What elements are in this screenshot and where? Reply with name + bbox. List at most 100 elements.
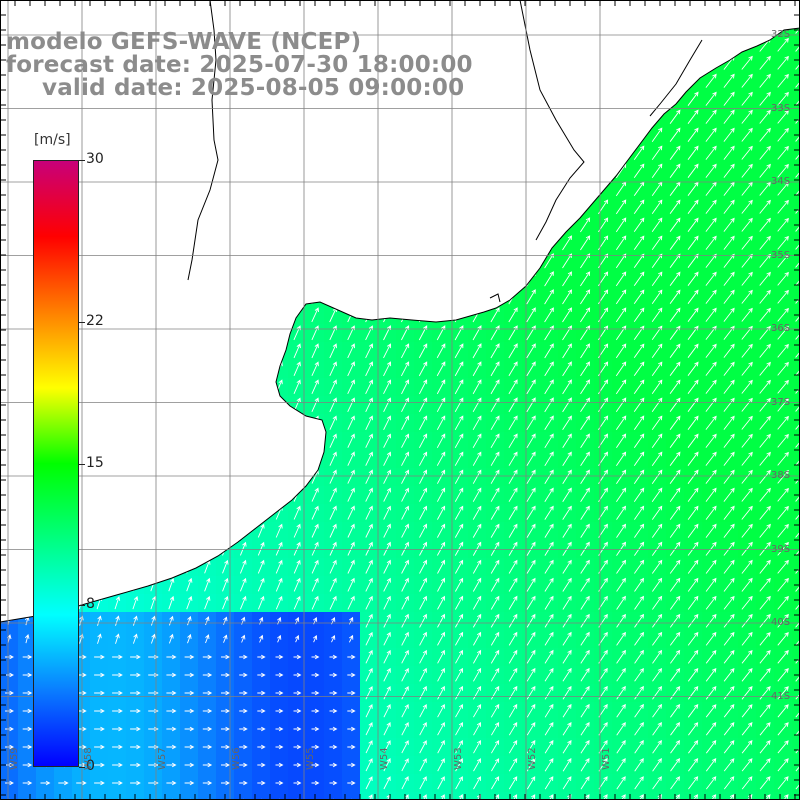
wind-vector-arrow	[687, 109, 699, 124]
latitude-label: 38S	[771, 470, 791, 481]
wind-vector-arrow	[723, 145, 735, 160]
wind-vector-arrow	[777, 235, 789, 250]
wind-speed-cell	[792, 774, 800, 792]
wind-vector-arrow	[795, 189, 800, 196]
wind-vector-arrow	[777, 199, 789, 214]
wind-speed-cell	[630, 792, 648, 800]
latitude-label: 37S	[771, 396, 791, 408]
wind-vector-arrow	[795, 225, 800, 232]
wind-speed-cell	[792, 252, 800, 270]
wind-vector-arrow	[795, 207, 800, 214]
wind-vector-arrow	[759, 145, 771, 160]
wind-speed-cell	[792, 450, 800, 468]
latitude-label: 32S	[771, 29, 791, 40]
wind-vector-arrow	[687, 235, 699, 250]
wind-speed-cell	[792, 468, 800, 486]
wind-speed-cell	[54, 792, 72, 800]
longitude-label: W51	[601, 747, 612, 770]
wind-speed-cell	[792, 558, 800, 576]
wind-vector-arrow	[687, 145, 699, 160]
longitude-label: W58	[83, 747, 94, 770]
wind-vector-arrow	[633, 163, 645, 179]
wind-vector-arrow	[705, 235, 717, 250]
wind-vector-arrow	[723, 73, 735, 88]
wind-vector-arrow	[705, 73, 717, 88]
wind-speed-cell	[792, 540, 800, 558]
wind-speed-cell	[108, 792, 126, 800]
wind-vector-arrow	[795, 153, 800, 160]
wind-speed-cell	[792, 108, 800, 126]
wind-speed-cell	[558, 792, 576, 800]
wind-vector-arrow	[705, 217, 717, 232]
wind-speed-cell	[648, 792, 666, 800]
colorbar-tick-mark	[79, 160, 85, 161]
wind-speed-cell	[792, 594, 800, 612]
wind-speed-cell	[684, 792, 702, 800]
wind-speed-cell	[0, 792, 18, 800]
wind-vector-arrow	[562, 235, 573, 251]
wind-vector-arrow	[741, 235, 753, 250]
wind-vector-arrow	[723, 217, 735, 232]
wind-vector-arrow	[723, 109, 735, 124]
colorbar-tick-label: 22	[86, 312, 104, 329]
latitude-label: 34S	[771, 176, 791, 187]
colorbar-tick-mark	[79, 463, 85, 465]
wind-vector-arrow	[615, 235, 627, 251]
wind-vector-arrow	[795, 117, 800, 124]
wind-vector-arrow	[651, 145, 663, 161]
wind-speed-cell	[792, 288, 800, 306]
wind-speed-cell	[540, 792, 558, 800]
wind-speed-cell	[792, 144, 800, 162]
latitude-label: 41S	[771, 690, 791, 702]
wind-speed-cell	[720, 792, 738, 800]
wind-vector-arrow	[777, 217, 789, 232]
wind-speed-cell	[72, 792, 90, 800]
colorbar-tick-mark	[79, 605, 85, 607]
wind-speed-cell	[432, 792, 450, 800]
wind-speed-cell	[522, 792, 540, 800]
wind-vector-arrow	[633, 217, 645, 233]
wind-vector-arrow	[633, 235, 645, 251]
wind-speed-cell	[792, 432, 800, 450]
wind-speed-cell	[342, 792, 360, 800]
wind-speed-cell	[288, 792, 306, 800]
wind-vector-arrow	[759, 181, 771, 196]
wind-vector-arrow	[741, 73, 753, 88]
wind-vector-arrow	[705, 127, 717, 142]
wind-speed-cell	[162, 792, 180, 800]
wind-vector-arrow	[741, 217, 753, 232]
wind-speed-cell	[792, 72, 800, 90]
latitude-label: 35S	[771, 249, 791, 261]
longitude-label: W57	[157, 747, 168, 770]
wind-vector-arrow	[795, 45, 800, 52]
wind-vector-arrow	[633, 145, 645, 161]
wind-vector-arrow	[723, 91, 735, 106]
wind-speed-cell	[792, 738, 800, 756]
wind-speed-cell	[90, 792, 108, 800]
wind-speed-cell	[792, 234, 800, 252]
wind-vector-arrow	[669, 235, 681, 250]
wind-vector-arrow	[687, 127, 699, 142]
wind-vector-arrow	[777, 181, 789, 196]
wind-speed-cell	[612, 792, 630, 800]
latitude-label: 33S	[771, 102, 791, 114]
colorbar-unit: [m/s]	[34, 132, 71, 148]
wind-vector-arrow	[669, 217, 681, 232]
wind-speed-cell	[792, 360, 800, 378]
valid-date: valid date: 2025-08-05 09:00:00	[42, 75, 465, 101]
latitude-label: 39S	[771, 543, 791, 555]
wind-speed-cell	[324, 792, 342, 800]
wind-speed-cell	[792, 162, 800, 180]
wind-vector-arrow	[777, 73, 789, 88]
wind-vector-arrow	[777, 127, 789, 142]
wind-vector-arrow	[633, 199, 645, 215]
wind-vector-arrow	[615, 199, 627, 215]
wind-vector-arrow	[759, 91, 771, 106]
wind-speed-cell	[792, 342, 800, 360]
wind-speed-cell	[270, 792, 288, 800]
wind-speed-cell	[180, 792, 198, 800]
wind-vector-arrow	[723, 163, 735, 178]
wind-vector-arrow	[687, 163, 699, 178]
wind-speed-cell	[792, 324, 800, 342]
